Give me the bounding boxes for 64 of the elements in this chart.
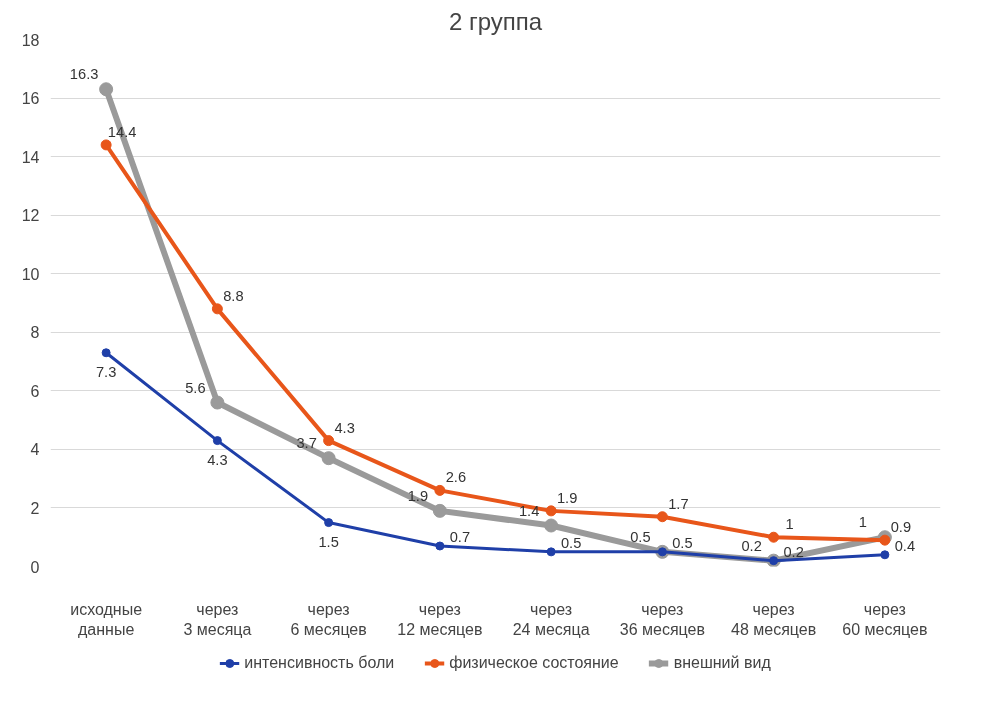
y-tick-label: 12 — [21, 207, 40, 225]
y-tick-label: 18 — [21, 31, 40, 49]
x-tick-label: через 24 месяца — [512, 600, 590, 638]
point — [321, 451, 336, 466]
data-label: 0.2 — [783, 543, 804, 560]
data-label: 0.4 — [894, 537, 916, 554]
y-tick-label: 16 — [21, 90, 40, 108]
point — [656, 511, 668, 523]
data-label: 2.6 — [445, 469, 467, 486]
data-label: 8.8 — [223, 287, 244, 304]
data-label: 0.5 — [560, 534, 582, 551]
point — [212, 436, 222, 446]
y-tick-label: 6 — [30, 382, 40, 400]
data-label: 5.6 — [185, 379, 206, 396]
x-tick-label: через 48 месяцев — [731, 600, 817, 638]
x-tick-label: через 3 месяца — [183, 600, 252, 638]
data-label: 1.7 — [668, 495, 689, 512]
legend-label: интенсивность боли — [244, 653, 395, 672]
x-tick-label: исходные данные — [70, 600, 143, 638]
point — [324, 518, 334, 528]
data-label: 1.9 — [556, 489, 578, 506]
point — [545, 505, 557, 517]
data-label: 4.3 — [334, 419, 355, 436]
data-label: 7.3 — [95, 363, 117, 380]
data-label: 0.9 — [890, 519, 912, 536]
chart-title: 2 группа — [448, 7, 543, 35]
data-label: 3.7 — [296, 435, 317, 452]
point — [546, 547, 556, 557]
data-label: 1 — [785, 516, 794, 533]
data-label: 0.7 — [449, 529, 471, 546]
y-tick-label: 2 — [30, 499, 40, 517]
y-tick-label: 8 — [30, 324, 40, 342]
point — [768, 531, 780, 543]
point — [101, 348, 111, 358]
data-label: 1 — [858, 514, 867, 531]
data-label: 4.3 — [207, 451, 228, 468]
point — [99, 82, 114, 97]
point — [879, 534, 891, 546]
y-tick-label: 10 — [21, 265, 40, 283]
point — [100, 139, 112, 151]
point — [210, 395, 225, 410]
y-tick-label: 14 — [21, 148, 40, 166]
point — [880, 550, 890, 560]
x-tick-label: через 12 месяцев — [397, 600, 483, 638]
point — [434, 484, 446, 496]
legend-label: внешний вид — [673, 653, 771, 672]
point — [432, 503, 447, 518]
x-tick-label: через 60 месяцев — [842, 600, 928, 638]
point — [435, 541, 445, 551]
y-tick-label: 4 — [30, 441, 40, 459]
data-label: 0.2 — [741, 537, 762, 554]
data-label: 1.5 — [318, 533, 339, 550]
data-label: 0.5 — [630, 528, 651, 545]
y-tick-label: 0 — [30, 558, 40, 576]
data-label: 1.9 — [407, 487, 429, 504]
x-tick-label: через 6 месяцев — [290, 600, 367, 638]
point — [323, 435, 335, 447]
point — [211, 303, 223, 315]
data-label: 0.5 — [672, 534, 693, 551]
point — [544, 518, 559, 533]
x-tick-label: через 36 месяцев — [619, 600, 705, 638]
data-label: 16.3 — [69, 66, 99, 83]
legend-label: физическое состояние — [449, 653, 619, 672]
data-label: 14.4 — [107, 123, 137, 140]
